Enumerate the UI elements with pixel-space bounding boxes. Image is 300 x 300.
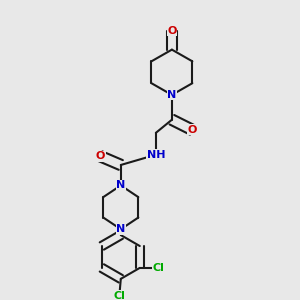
Text: Cl: Cl	[153, 263, 165, 273]
Text: N: N	[116, 180, 125, 190]
Text: N: N	[116, 224, 125, 234]
Text: Cl: Cl	[113, 291, 125, 300]
Text: O: O	[96, 151, 105, 161]
Text: NH: NH	[147, 150, 165, 160]
Text: N: N	[167, 90, 176, 100]
Text: O: O	[188, 125, 197, 135]
Text: O: O	[167, 26, 177, 36]
